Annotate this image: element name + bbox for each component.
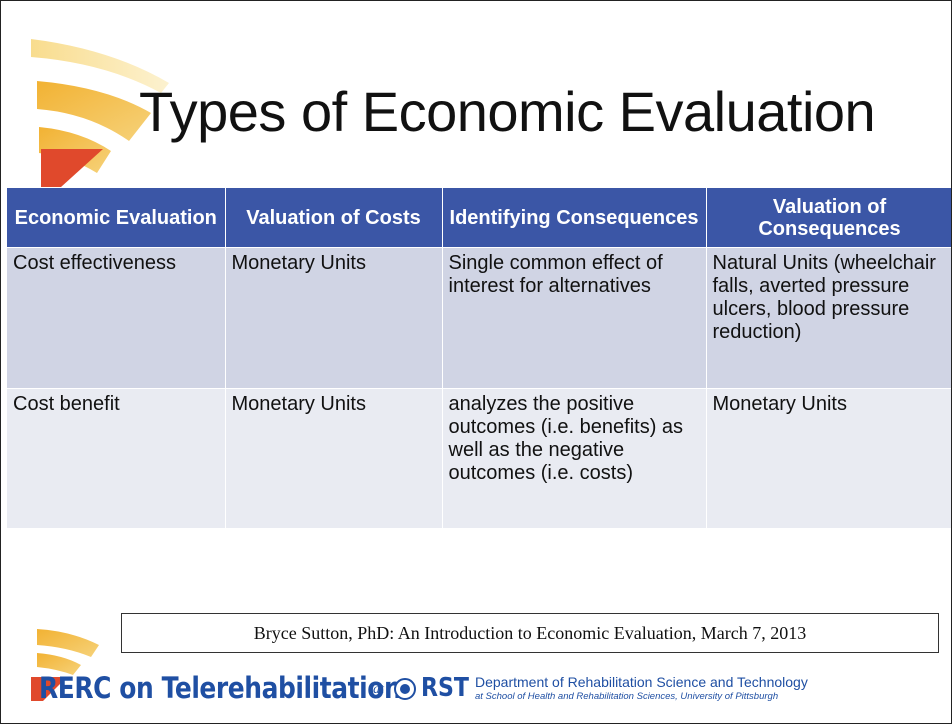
- table-cell: Monetary Units: [225, 247, 443, 389]
- table-cell: Cost benefit: [7, 388, 226, 528]
- header-cell: Valuation of Consequences: [706, 188, 951, 248]
- department: Department of Rehabilitation Science and…: [475, 674, 808, 690]
- decoration: [31, 39, 169, 701]
- table-body: Cost effectiveness Monetary Units Single c…: [7, 247, 951, 528]
- table-cell: Cost effectiveness: [7, 247, 226, 389]
- header-row: Economic Evaluation Valuation of Costs Ide…: [7, 188, 951, 248]
- table-cell: Single common effect of interest for alt…: [442, 247, 707, 389]
- table-row: Cost effectiveness Monetary Units Single c…: [7, 247, 951, 389]
- evaluation-table: Economic Evaluation Valuation of Costs Ide…: [7, 188, 951, 528]
- table-cell: Monetary Units: [225, 388, 443, 528]
- table-cell: Natural Units (wheelchair falls, averted…: [706, 247, 951, 389]
- citation: Bryce Sutton, PhD: An Introduction to Ec…: [121, 613, 939, 653]
- brand: RERC on Telerehabilitation: [39, 671, 402, 705]
- rst-seal: [394, 678, 416, 700]
- slide-title: Types of Economic Evaluation: [139, 80, 876, 143]
- header-cell: Identifying Consequences: [442, 188, 707, 248]
- table-cell: analyzes the positive outcomes (i.e. ben…: [442, 388, 707, 528]
- logo-text: RST: [421, 673, 470, 703]
- table-row: Cost benefit Monetary Units analyzes the p…: [7, 388, 951, 528]
- header-cell: Valuation of Costs: [225, 188, 443, 248]
- table-cell: Monetary Units: [706, 388, 951, 528]
- school: at School of Health and Rehabilitation S…: [475, 691, 779, 702]
- header-cell: Economic Evaluation: [7, 188, 226, 248]
- brand-at: at: [373, 682, 384, 697]
